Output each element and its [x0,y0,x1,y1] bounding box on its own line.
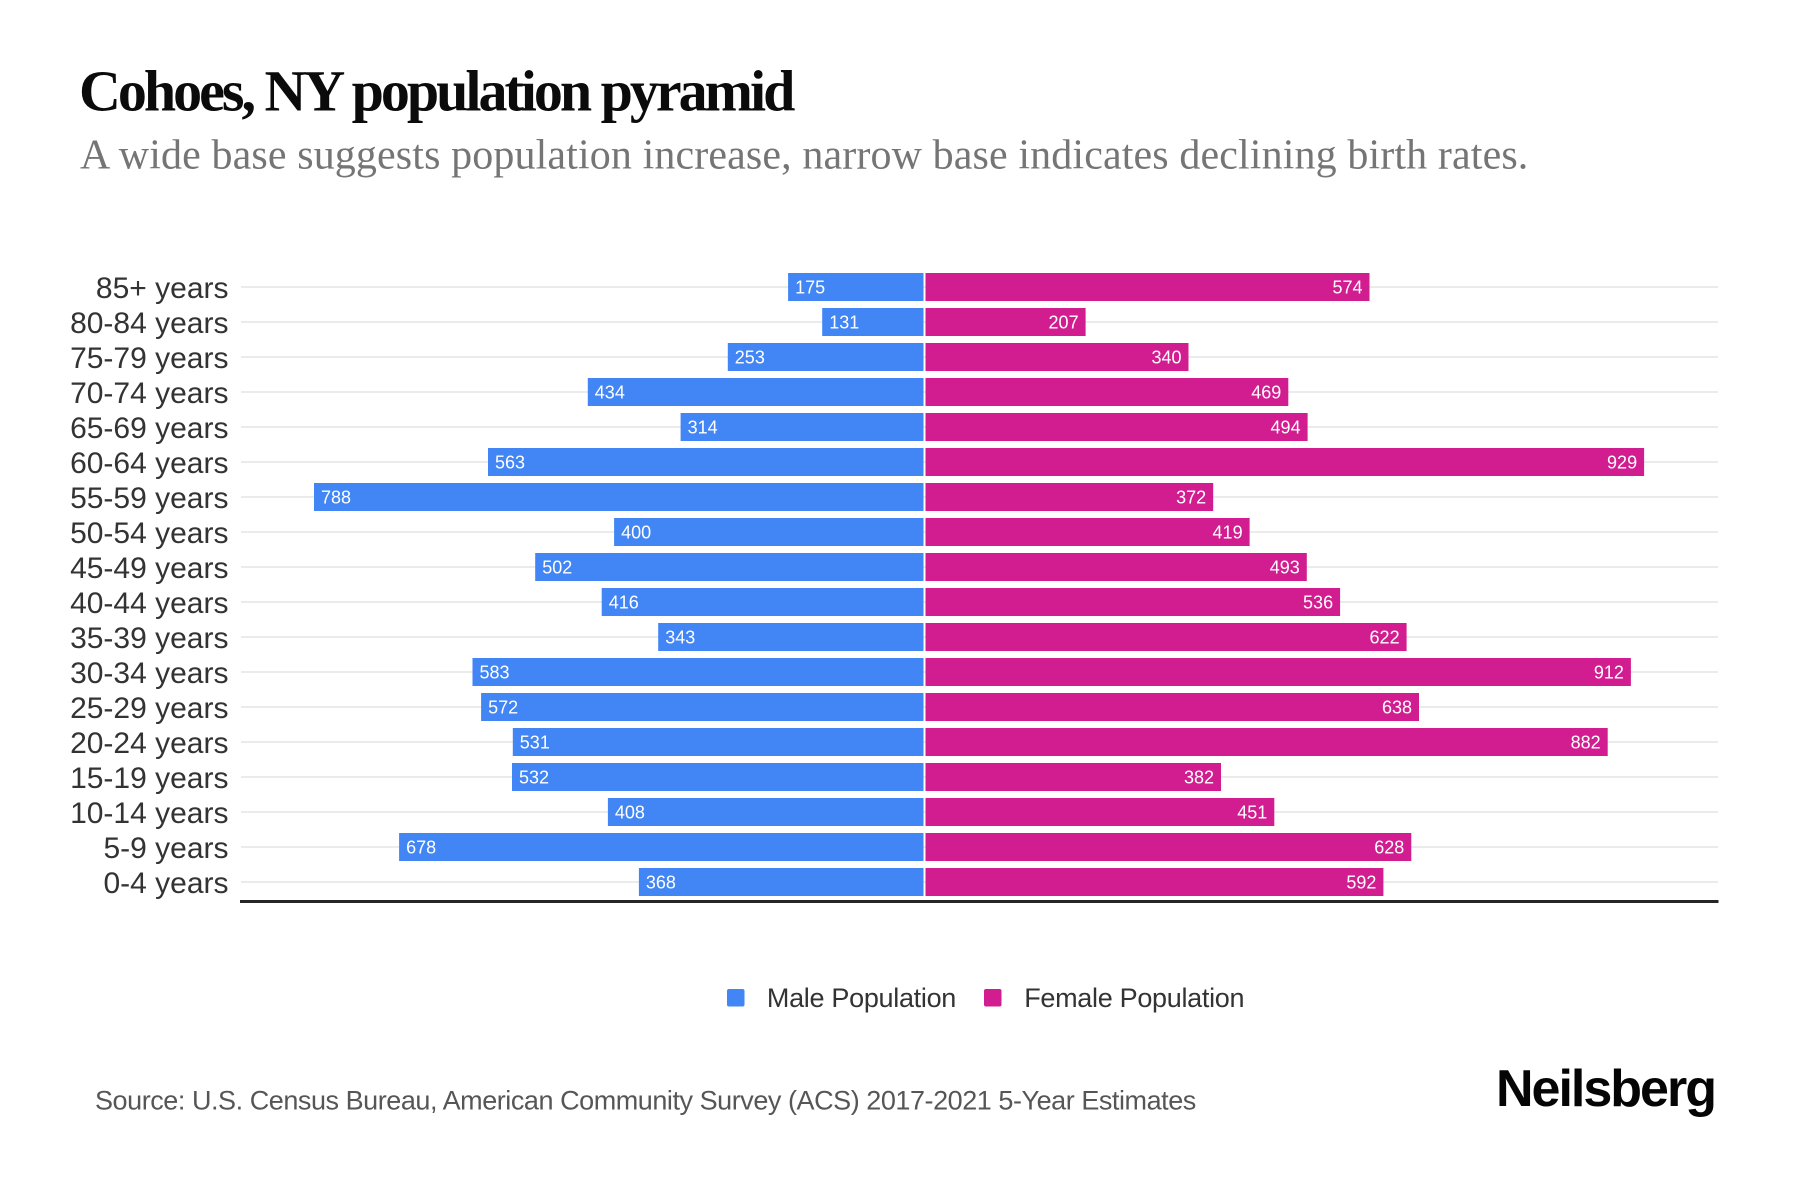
svg-text:419: 419 [1213,523,1243,543]
svg-text:45-49 years: 45-49 years [70,552,228,585]
svg-text:882: 882 [1571,733,1601,753]
svg-text:0-4 years: 0-4 years [103,867,228,900]
svg-text:175: 175 [795,278,825,298]
svg-text:25-29 years: 25-29 years [70,692,228,725]
svg-text:532: 532 [519,768,549,788]
svg-text:80-84 years: 80-84 years [70,307,228,340]
svg-text:70-74 years: 70-74 years [70,377,228,410]
svg-text:35-39 years: 35-39 years [70,622,228,655]
svg-text:400: 400 [621,523,651,543]
svg-text:929: 929 [1607,453,1637,473]
svg-text:469: 469 [1251,383,1281,403]
svg-text:572: 572 [488,698,518,718]
svg-text:563: 563 [495,453,525,473]
svg-text:207: 207 [1049,313,1079,333]
svg-text:A wide base suggests populatio: A wide base suggests population increase… [80,133,1528,179]
svg-text:340: 340 [1151,348,1181,368]
svg-text:15-19 years: 15-19 years [70,762,228,795]
svg-text:372: 372 [1176,488,1206,508]
svg-text:Source: U.S. Census Bureau, Am: Source: U.S. Census Bureau, American Com… [95,1086,1196,1116]
svg-text:583: 583 [480,663,510,683]
svg-text:502: 502 [542,558,572,578]
svg-text:10-14 years: 10-14 years [70,797,228,830]
svg-text:622: 622 [1370,628,1400,648]
svg-text:592: 592 [1346,873,1376,893]
svg-text:314: 314 [688,418,718,438]
svg-text:531: 531 [520,733,550,753]
svg-text:788: 788 [321,488,351,508]
svg-text:75-79 years: 75-79 years [70,342,228,375]
svg-text:20-24 years: 20-24 years [70,727,228,760]
svg-text:574: 574 [1332,278,1362,298]
svg-text:65-69 years: 65-69 years [70,412,228,445]
svg-text:434: 434 [595,383,625,403]
svg-text:50-54 years: 50-54 years [70,517,228,550]
svg-text:343: 343 [665,628,695,648]
svg-text:60-64 years: 60-64 years [70,447,228,480]
svg-text:493: 493 [1270,558,1300,578]
svg-text:678: 678 [406,838,436,858]
svg-text:40-44 years: 40-44 years [70,587,228,620]
svg-text:536: 536 [1303,593,1333,613]
svg-text:Neilsberg: Neilsberg [1496,1060,1715,1118]
svg-text:416: 416 [609,593,639,613]
svg-text:368: 368 [646,873,676,893]
svg-text:494: 494 [1271,418,1301,438]
svg-text:382: 382 [1184,768,1214,788]
svg-text:Male Population: Male Population [767,983,956,1013]
svg-text:55-59 years: 55-59 years [70,482,228,515]
svg-text:628: 628 [1374,838,1404,858]
svg-text:85+ years: 85+ years [96,272,229,305]
svg-text:912: 912 [1594,663,1624,683]
svg-text:451: 451 [1237,803,1267,823]
svg-text:638: 638 [1382,698,1412,718]
svg-text:5-9 years: 5-9 years [103,832,228,865]
svg-text:253: 253 [735,348,765,368]
svg-text:Cohoes, NY population pyramid: Cohoes, NY population pyramid [79,59,795,124]
svg-text:30-34 years: 30-34 years [70,657,228,690]
svg-text:408: 408 [615,803,645,823]
svg-text:Female Population: Female Population [1024,983,1244,1013]
svg-text:131: 131 [829,313,859,333]
